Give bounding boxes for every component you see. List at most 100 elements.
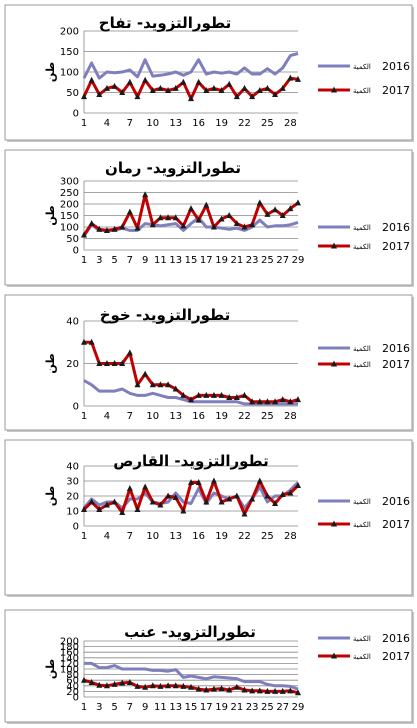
data-point-2017 [88,220,95,227]
data-point-2017 [157,381,164,388]
data-point-2017 [226,394,233,400]
x-tick-label: 22 [238,118,251,129]
data-point-2017 [180,507,187,514]
data-point-2017 [103,360,110,366]
data-point-2017 [249,221,256,228]
x-tick-label: 21 [230,255,243,266]
y-tick-label: 20 [66,492,79,503]
data-point-2017 [203,498,210,505]
data-point-2017 [88,498,95,505]
data-point-2017 [172,385,179,392]
x-tick-label: 9 [142,255,148,266]
y-tick-label: 0 [73,693,79,704]
data-point-2017 [210,477,217,484]
y-tick-label: 100 [60,68,79,79]
data-point-2017 [272,398,279,405]
data-point-2017 [279,212,286,218]
data-point-2017 [256,398,263,405]
x-tick-label: 10 [146,118,159,129]
data-point-2017 [180,222,187,229]
chart-title: تطورالتزويد- عنب [124,623,256,641]
x-tick-label: 15 [185,702,198,713]
chart-panel-4: 0 10 20 30 40 1 4 7 10 13 16 19 22 25 28 طن تطورالتزويد-… [4,439,414,597]
data-point-2017 [249,687,256,694]
y-axis-label: طن [44,353,57,373]
data-point-2017 [188,396,194,403]
data-point-2017 [218,215,225,222]
x-tick-label: 7 [127,531,133,542]
data-point-2017 [249,495,256,502]
legend-label-2017-year: 2017 [382,240,410,253]
data-point-2017 [180,682,187,689]
data-point-2017 [126,208,133,215]
legend-label-2016-word: الكمية [353,63,371,71]
data-point-2017 [295,396,301,403]
data-point-2017 [119,360,126,366]
series-line-2016 [84,661,299,691]
x-tick-label: 22 [238,531,251,542]
data-point-2017 [188,683,194,690]
data-point-2017 [81,506,87,512]
data-point-2017 [134,93,141,100]
data-point-2017 [172,494,179,500]
y-axis-label: طن [44,62,57,82]
y-tick-label: 160 [60,648,79,659]
x-tick-label: 27 [276,255,289,266]
x-tick-label: 13 [169,255,182,266]
data-point-2017 [172,214,179,221]
data-point-2017 [149,86,156,93]
data-point-2017 [111,82,118,89]
legend-label-2016-year: 2016 [382,60,410,73]
y-tick-label: 150 [60,47,79,58]
data-point-2017 [88,76,95,83]
legend-label-2017-year: 2017 [382,518,410,531]
data-point-2017 [264,492,271,499]
data-point-2017 [256,687,263,694]
data-point-2017 [165,492,172,499]
data-point-2017 [157,84,164,91]
data-point-2017 [241,686,248,693]
x-tick-label: 17 [200,702,213,713]
legend-label-2016-year: 2016 [382,632,410,645]
y-tick-label: 80 [66,670,79,681]
data-point-2017 [203,86,210,93]
data-point-2017 [195,685,202,692]
data-point-2017 [272,687,279,694]
data-point-2017 [111,360,118,366]
x-tick-label: 5 [111,702,117,713]
data-point-2017 [218,685,225,692]
x-tick-label: 19 [215,118,228,129]
x-tick-label: 3 [96,255,102,266]
data-point-2017 [256,199,263,206]
x-tick-label: 4 [104,531,110,542]
data-point-2017 [165,86,172,93]
chart-frame [4,149,413,286]
data-point-2017 [134,682,141,689]
data-point-2017 [126,678,133,685]
data-point-2017 [226,80,233,87]
data-point-2017 [287,687,294,694]
y-axis-label: طن [44,659,57,679]
data-point-2017 [81,338,87,345]
legend-label-2017-year: 2017 [382,650,410,663]
x-tick-label: 16 [192,118,205,129]
x-tick-label: 28 [284,411,297,422]
x-tick-label: 27 [276,702,289,713]
data-point-2017 [119,679,126,686]
data-point-2017 [126,78,133,85]
x-tick-label: 25 [261,411,274,422]
data-point-2017 [88,338,95,345]
data-point-2017 [103,226,110,233]
data-point-2017 [142,191,149,198]
data-point-2017 [218,86,225,93]
x-tick-label: 21 [230,702,243,713]
data-point-2017 [233,492,240,499]
data-point-2017 [241,84,248,91]
data-point-2017 [119,509,126,515]
legend-label-2016-year: 2016 [382,495,410,508]
legend-marker-2017 [331,652,337,659]
x-tick-label: 7 [127,255,133,266]
y-tick-label: 40 [66,317,79,328]
data-point-2017 [264,398,271,405]
y-tick-label: 100 [60,223,79,234]
